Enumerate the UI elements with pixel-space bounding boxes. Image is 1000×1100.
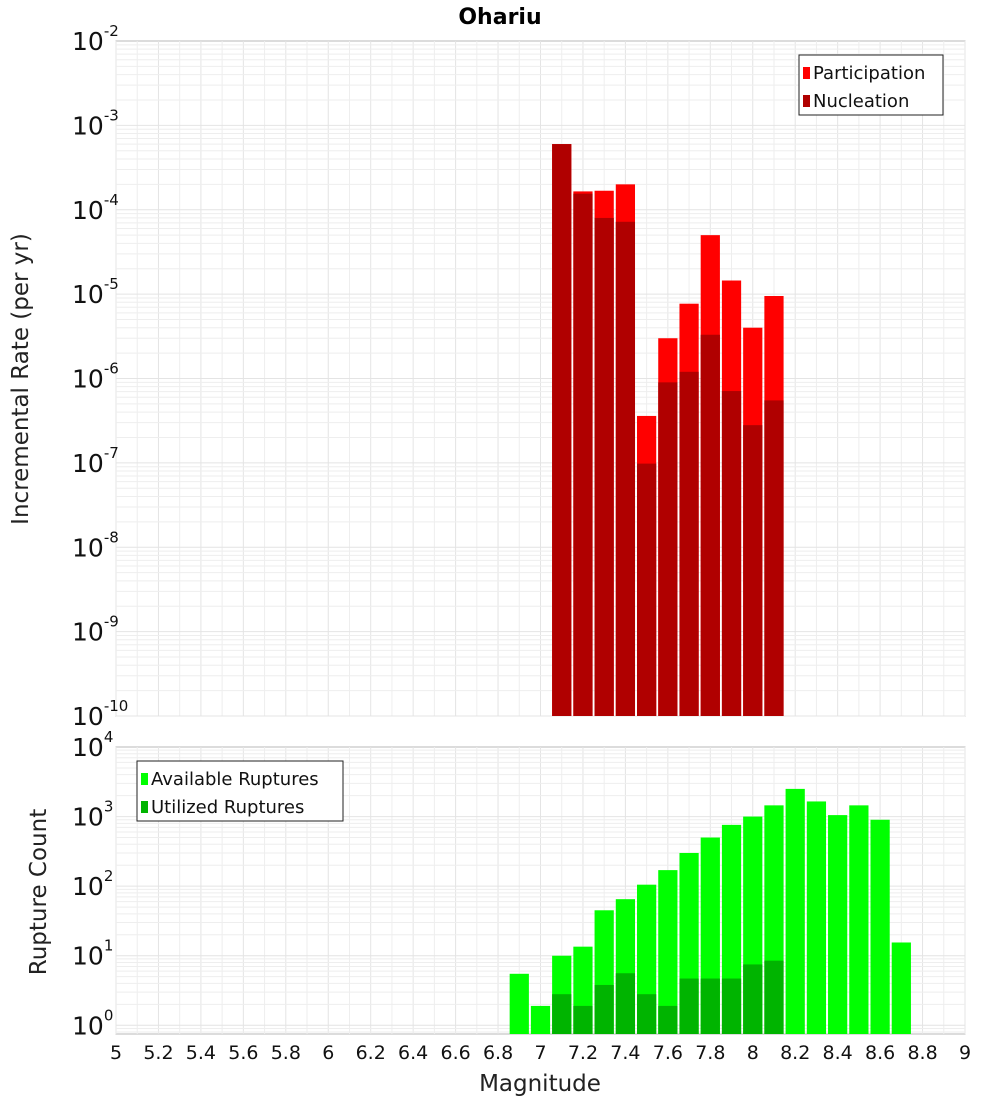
rate-y-tick-label: 10-7	[72, 444, 119, 478]
rate-legend: Participation Nucleation	[798, 54, 944, 116]
count-bar-utilized-ruptures	[552, 994, 572, 1034]
rupture-count-panel: 100 101 102 103 104 Available Ruptures Utilize…	[72, 728, 971, 1064]
rate-y-tick-label: 10-3	[72, 106, 119, 140]
rate-y-tick-label: 10-10	[72, 697, 128, 731]
count-bar-utilized-ruptures	[743, 964, 763, 1034]
chart-title: Ohariu	[458, 5, 541, 30]
rate-legend-swatch	[803, 67, 810, 79]
rate-bar-nucleation	[552, 144, 572, 716]
x-tick-label: 7.8	[695, 1042, 725, 1064]
count-legend-swatch	[141, 801, 148, 813]
x-tick-label: 8.6	[865, 1042, 895, 1064]
x-tick-label: 8.4	[823, 1042, 853, 1064]
rate-bar-nucleation	[721, 391, 742, 716]
count-legend: Available Ruptures Utilized Ruptures	[136, 760, 344, 822]
x-tick-label: 7	[534, 1042, 546, 1064]
x-tick-label: 7.6	[653, 1042, 683, 1064]
count-y-tick-label: 102	[72, 867, 113, 901]
rate-bar-nucleation	[679, 371, 699, 716]
count-bar-utilized-ruptures	[658, 1005, 678, 1034]
x-tick-label: 8.8	[907, 1042, 937, 1064]
rate-legend-label: Participation	[813, 63, 925, 84]
count-bar-utilized-ruptures	[594, 984, 614, 1034]
count-bar-utilized-ruptures	[700, 978, 720, 1034]
rate-bar-nucleation	[594, 217, 614, 716]
count-bar-utilized-ruptures	[573, 1005, 593, 1034]
x-tick-label: 5	[110, 1042, 122, 1064]
x-tick-label: 6.2	[356, 1042, 386, 1064]
rate-bar-nucleation	[764, 400, 784, 716]
count-bar-available-ruptures	[658, 870, 678, 1034]
count-y-axis-label: Rupture Count	[26, 809, 52, 975]
rate-bar-nucleation	[743, 425, 763, 716]
rate-bar-nucleation	[573, 193, 593, 716]
count-bar-available-ruptures	[849, 805, 869, 1034]
rate-y-tick-label: 10-9	[72, 613, 119, 647]
x-tick-label: 9	[959, 1042, 971, 1064]
count-y-tick-label: 104	[72, 728, 113, 762]
count-bar-available-ruptures	[509, 973, 529, 1034]
rate-y-tick-label: 10-2	[72, 22, 119, 56]
count-bar-utilized-ruptures	[615, 973, 636, 1034]
count-legend-box	[136, 760, 344, 822]
rate-y-tick-label: 10-8	[72, 528, 119, 562]
count-y-tick-label: 100	[72, 1006, 113, 1040]
count-y-tick-label: 101	[72, 937, 113, 971]
count-bar-available-ruptures	[891, 942, 911, 1034]
count-bar-available-ruptures	[530, 1005, 551, 1034]
count-bar-available-ruptures	[828, 815, 848, 1034]
x-tick-label: 7.2	[568, 1042, 598, 1064]
rate-y-tick-label: 10-6	[72, 360, 119, 394]
rate-bar-nucleation	[700, 334, 720, 716]
x-axis-label: Magnitude	[479, 1071, 601, 1097]
rate-y-axis-label: Incremental Rate (per yr)	[8, 233, 34, 525]
count-bar-utilized-ruptures	[637, 994, 657, 1034]
x-tick-label: 6.8	[483, 1042, 513, 1064]
rate-bar-nucleation	[615, 221, 636, 716]
rate-bar-nucleation	[658, 382, 678, 716]
x-tick-label: 6.6	[440, 1042, 470, 1064]
x-tick-label: 5.8	[271, 1042, 301, 1064]
count-bar-utilized-ruptures	[679, 978, 699, 1034]
count-bar-available-ruptures	[785, 788, 805, 1034]
count-bar-available-ruptures	[870, 819, 890, 1034]
x-tick-label: 5.6	[228, 1042, 258, 1064]
count-bar-utilized-ruptures	[721, 978, 742, 1034]
x-tick-label: 6	[322, 1042, 334, 1064]
count-legend-label: Utilized Ruptures	[151, 797, 304, 818]
x-tick-label: 8	[747, 1042, 759, 1064]
count-y-tick-label: 103	[72, 798, 113, 832]
count-legend-label: Available Ruptures	[151, 769, 319, 790]
rate-legend-swatch	[803, 95, 810, 107]
rate-bar-nucleation	[637, 463, 657, 716]
count-bar-available-ruptures	[806, 801, 827, 1034]
rate-y-tick-label: 10-5	[72, 275, 119, 309]
x-tick-label: 5.4	[186, 1042, 216, 1064]
rate-panel: 10-10 10-9 10-8 10-7 10-6 10-5 10-4 10-3 10-2 Par…	[72, 22, 966, 731]
x-tick-label: 8.2	[780, 1042, 810, 1064]
rate-legend-box	[798, 54, 944, 116]
rate-y-tick-label: 10-4	[72, 191, 119, 225]
count-bar-utilized-ruptures	[764, 960, 784, 1034]
rate-legend-label: Nucleation	[813, 91, 909, 112]
x-tick-label: 6.4	[398, 1042, 428, 1064]
x-tick-label: 7.4	[610, 1042, 640, 1064]
x-tick-label: 5.2	[143, 1042, 173, 1064]
count-legend-swatch	[141, 773, 148, 785]
